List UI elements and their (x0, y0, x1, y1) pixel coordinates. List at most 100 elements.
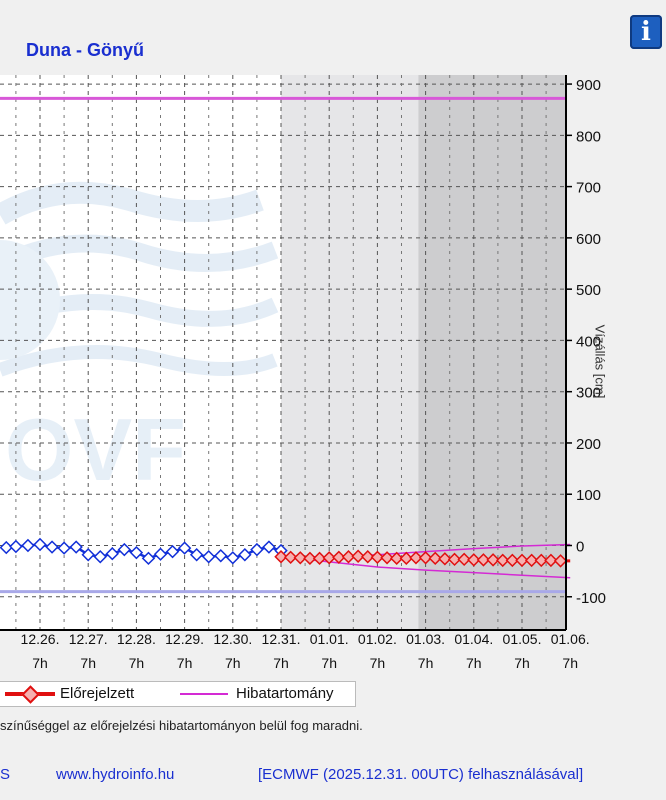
y-tick-label: 100 (576, 487, 601, 504)
x-tick-hour-label: 7h (418, 655, 434, 671)
data-point (399, 551, 414, 566)
x-tick-date-label: 01.04. (454, 631, 493, 647)
data-point (226, 551, 240, 565)
data-point (69, 540, 83, 554)
data-point (0, 540, 13, 555)
data-point (515, 553, 529, 568)
y-tick-label: -100 (576, 590, 606, 607)
data-point (351, 549, 365, 563)
x-tick-date-label: 12.31. (262, 631, 301, 647)
data-point (81, 548, 95, 562)
data-point (524, 553, 539, 568)
data-point (312, 551, 327, 566)
data-point (534, 553, 548, 568)
data-point (250, 542, 264, 557)
y-tick-label: 900 (576, 77, 601, 94)
data-point (117, 542, 132, 557)
x-tick-hour-label: 7h (370, 655, 386, 671)
y-tick-label: 300 (576, 385, 601, 402)
data-point (57, 541, 71, 555)
legend-error-swatch (180, 693, 228, 695)
x-tick-date-label: 01.06. (551, 631, 590, 647)
data-point (177, 541, 192, 555)
info-icon[interactable]: i (630, 15, 662, 49)
data-point (438, 552, 452, 566)
data-point (93, 550, 107, 564)
data-point (214, 549, 228, 563)
axes: -10001002003004005006007008009005.12.26.… (0, 75, 606, 671)
grid (0, 75, 566, 630)
legend-error-label: Hibatartomány (236, 685, 334, 702)
data-point (428, 551, 442, 566)
footer-site-link[interactable]: www.hydroinfo.hu (56, 766, 175, 783)
footer-fragment: S (0, 766, 11, 783)
data-point (496, 553, 510, 568)
data-point (283, 550, 298, 565)
x-tick-hour-label: 7h (321, 655, 337, 671)
data-point (141, 551, 156, 566)
data-point (544, 553, 558, 568)
shaded-region-dark (418, 75, 566, 630)
data-point (9, 539, 23, 554)
data-point (129, 545, 144, 560)
shaded-region-light (281, 75, 419, 630)
data-point (21, 538, 35, 553)
chart: OVF -10001002003004005006007008009005.12… (0, 75, 606, 671)
x-tick-hour-label: 7h (177, 655, 193, 671)
data-point (389, 551, 404, 566)
data-point (303, 551, 317, 566)
page-title: Duna - Gönyű (26, 40, 144, 60)
x-tick-hour-label: 7h (225, 655, 241, 671)
data-point (457, 552, 471, 567)
x-tick-date-label: 12.29. (165, 631, 204, 647)
data-point (505, 553, 520, 568)
x-tick-hour-label: 7h (466, 655, 482, 671)
x-tick-hour-label: 7h (562, 655, 578, 671)
x-tick-hour-label: 7h (80, 655, 96, 671)
data-point (262, 540, 276, 554)
data-point (105, 546, 120, 561)
data-point (418, 551, 433, 565)
legend-forecast-label: Előrejelzett (60, 685, 135, 702)
legend-forecast-marker (21, 685, 40, 704)
reference-lines (0, 96, 566, 594)
data-point (341, 550, 356, 564)
x-tick-date-label: 12.26. (21, 631, 60, 647)
y-tick-label: 500 (576, 282, 601, 299)
y-tick-label: 200 (576, 436, 601, 453)
x-tick-date-label: 12.30. (213, 631, 252, 647)
ovf-watermark-logo: OVF (0, 181, 279, 499)
x-tick-date-label: 01.02. (358, 631, 397, 647)
data-point (447, 552, 462, 567)
watermark-text: OVF (5, 400, 186, 499)
data-point (361, 550, 375, 564)
series (0, 537, 571, 568)
data-point (370, 550, 385, 565)
data-point (274, 550, 288, 564)
x-tick-date-label: 01.03. (406, 631, 445, 647)
x-tick-date-label: 01.05. (503, 631, 542, 647)
data-point (486, 553, 500, 567)
forecast-note: színűséggel az előrejelzési hibatartomán… (0, 718, 363, 733)
x-tick-date-label: 12.27. (69, 631, 108, 647)
data-point (45, 540, 59, 554)
x-tick-hour-label: 7h (32, 655, 48, 671)
data-point (409, 551, 423, 565)
footer-ecmwf-link[interactable]: [ECMWF (2025.12.31. 00UTC) felhasználásá… (258, 766, 584, 783)
data-point (33, 537, 47, 552)
x-tick-hour-label: 7h (514, 655, 530, 671)
y-tick-label: 600 (576, 231, 601, 248)
data-point (476, 553, 491, 567)
legend: Előrejelzett Hibatartomány (0, 681, 356, 707)
data-point (293, 551, 307, 565)
y-tick-label: 400 (576, 333, 601, 350)
data-point (380, 551, 394, 565)
data-point (467, 553, 481, 567)
x-tick-date-label: 01.01. (310, 631, 349, 647)
y-tick-label: 0 (576, 539, 584, 556)
data-point (153, 547, 168, 561)
data-point (165, 544, 180, 559)
data-point (332, 550, 346, 565)
x-tick-hour-label: 7h (273, 655, 289, 671)
